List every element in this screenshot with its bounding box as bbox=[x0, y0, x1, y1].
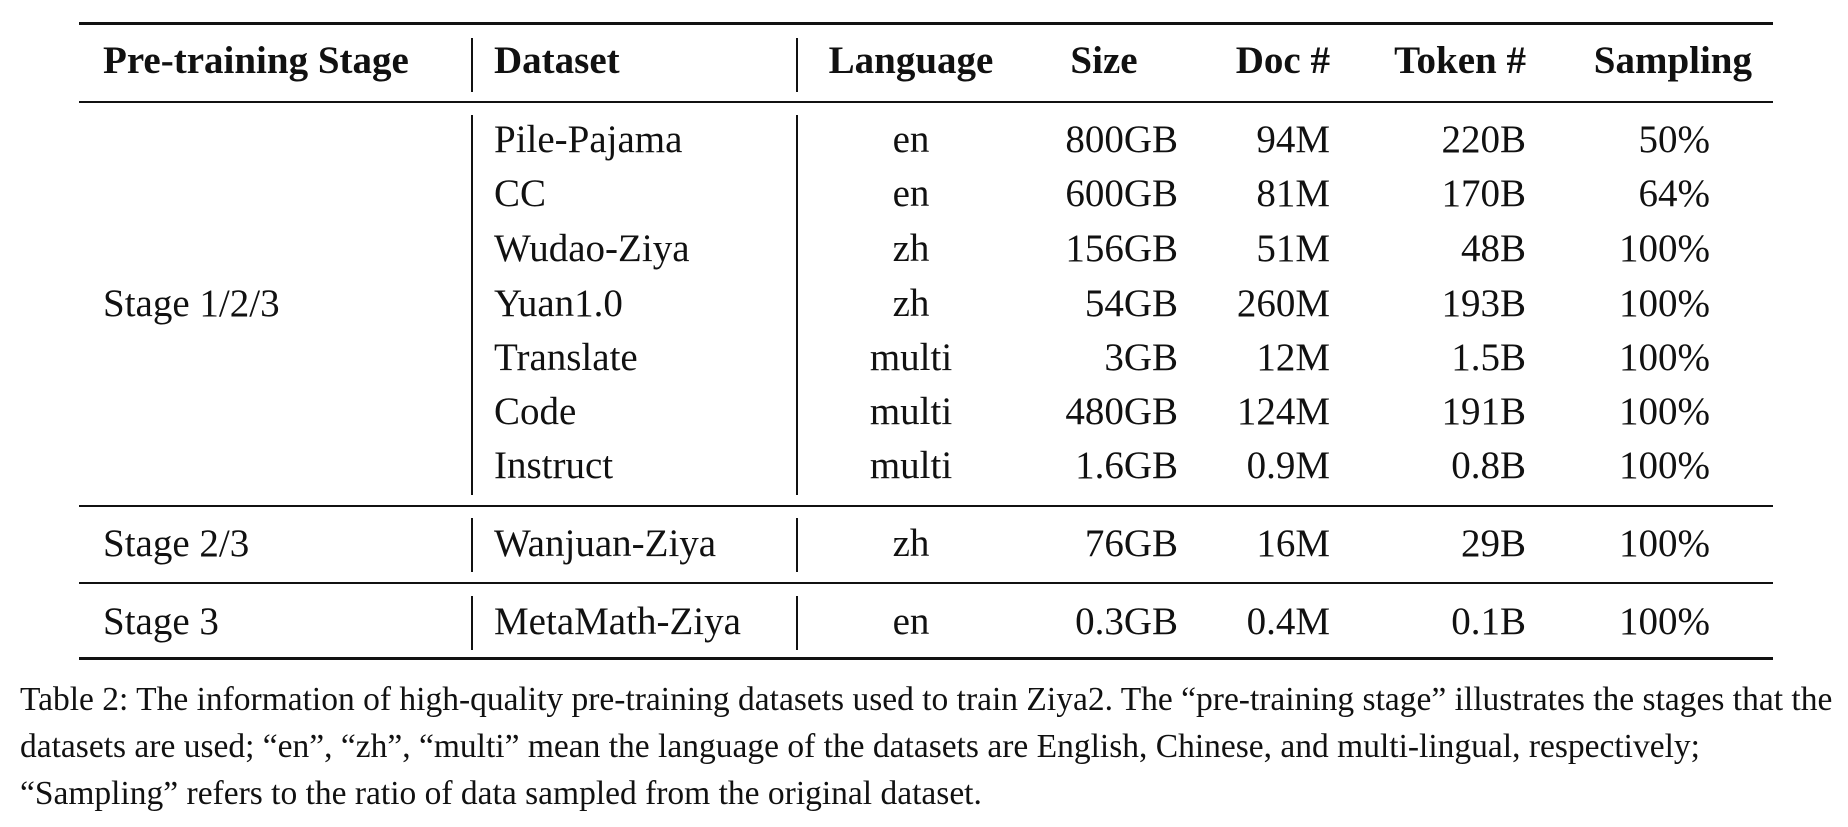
token-count-cell: 48B bbox=[1460, 227, 1526, 270]
table-top-rule bbox=[79, 22, 1773, 25]
doc-count-cell: 94M bbox=[1256, 118, 1330, 161]
language-cell: zh bbox=[892, 282, 930, 325]
size-cell: 54GB bbox=[1084, 282, 1178, 325]
token-count-cell: 191B bbox=[1441, 390, 1526, 433]
sampling-cell: 100% bbox=[1619, 390, 1710, 433]
header-sampling: Sampling bbox=[1593, 39, 1752, 82]
sampling-cell: 100% bbox=[1619, 227, 1710, 270]
sampling-cell: 100% bbox=[1619, 336, 1710, 379]
group3-separator-2 bbox=[796, 596, 798, 650]
header-language: Language bbox=[828, 39, 994, 82]
language-cell: multi bbox=[869, 444, 953, 487]
stage-label: Stage 3 bbox=[103, 600, 219, 643]
token-count-cell: 1.5B bbox=[1451, 336, 1526, 379]
doc-count-cell: 0.9M bbox=[1246, 444, 1330, 487]
language-cell: en bbox=[892, 118, 930, 161]
token-count-cell: 0.1B bbox=[1451, 600, 1526, 643]
doc-count-cell: 12M bbox=[1256, 336, 1330, 379]
group-rule-2 bbox=[79, 582, 1773, 584]
group1-separator-1 bbox=[471, 115, 473, 495]
doc-count-cell: 124M bbox=[1236, 390, 1330, 433]
table-bottom-rule bbox=[79, 657, 1773, 660]
sampling-cell: 100% bbox=[1619, 600, 1710, 643]
token-count-cell: 193B bbox=[1441, 282, 1526, 325]
header-token-count: Token # bbox=[1394, 39, 1526, 82]
dataset-cell: Wanjuan-Ziya bbox=[494, 522, 717, 565]
dataset-cell: Code bbox=[494, 390, 577, 433]
dataset-cell: MetaMath-Ziya bbox=[494, 600, 741, 643]
group-rule-1 bbox=[79, 505, 1773, 507]
group2-separator-1 bbox=[471, 518, 473, 572]
dataset-cell: Wudao-Ziya bbox=[494, 227, 690, 270]
header-separator-2 bbox=[796, 38, 798, 92]
dataset-cell: Instruct bbox=[494, 444, 614, 487]
sampling-cell: 100% bbox=[1619, 444, 1710, 487]
language-cell: zh bbox=[892, 522, 930, 565]
dataset-cell: Pile-Pajama bbox=[494, 118, 683, 161]
size-cell: 0.3GB bbox=[1075, 600, 1178, 643]
group1-separator-2 bbox=[796, 115, 798, 495]
stage-label: Stage 2/3 bbox=[103, 522, 250, 565]
token-count-cell: 29B bbox=[1460, 522, 1526, 565]
size-cell: 3GB bbox=[1104, 336, 1178, 379]
doc-count-cell: 51M bbox=[1256, 227, 1330, 270]
language-cell: multi bbox=[869, 390, 953, 433]
header-rule bbox=[79, 101, 1773, 103]
dataset-cell: CC bbox=[494, 172, 547, 215]
sampling-cell: 100% bbox=[1619, 282, 1710, 325]
size-cell: 480GB bbox=[1065, 390, 1178, 433]
language-cell: zh bbox=[892, 227, 930, 270]
token-count-cell: 170B bbox=[1441, 172, 1526, 215]
language-cell: multi bbox=[869, 336, 953, 379]
size-cell: 156GB bbox=[1065, 227, 1178, 270]
doc-count-cell: 16M bbox=[1256, 522, 1330, 565]
table-caption: Table 2: The information of high-quality… bbox=[20, 681, 1833, 812]
group2-separator-2 bbox=[796, 518, 798, 572]
header-size: Size bbox=[1070, 39, 1138, 82]
sampling-cell: 100% bbox=[1619, 522, 1710, 565]
doc-count-cell: 0.4M bbox=[1246, 600, 1330, 643]
dataset-cell: Translate bbox=[494, 336, 638, 379]
doc-count-cell: 81M bbox=[1256, 172, 1330, 215]
token-count-cell: 0.8B bbox=[1451, 444, 1526, 487]
dataset-cell: Yuan1.0 bbox=[494, 282, 623, 325]
stage-label: Stage 1/2/3 bbox=[103, 282, 280, 325]
language-cell: en bbox=[892, 600, 930, 643]
size-cell: 800GB bbox=[1065, 118, 1178, 161]
sampling-cell: 64% bbox=[1638, 172, 1711, 215]
size-cell: 1.6GB bbox=[1075, 444, 1178, 487]
header-pretraining-stage: Pre-training Stage bbox=[103, 39, 409, 82]
token-count-cell: 220B bbox=[1441, 118, 1526, 161]
sampling-cell: 50% bbox=[1638, 118, 1711, 161]
header-dataset: Dataset bbox=[494, 39, 620, 82]
header-separator-1 bbox=[471, 38, 473, 92]
header-doc-count: Doc # bbox=[1235, 39, 1330, 82]
language-cell: en bbox=[892, 172, 930, 215]
group3-separator-1 bbox=[471, 596, 473, 650]
size-cell: 600GB bbox=[1065, 172, 1178, 215]
doc-count-cell: 260M bbox=[1236, 282, 1330, 325]
size-cell: 76GB bbox=[1084, 522, 1178, 565]
